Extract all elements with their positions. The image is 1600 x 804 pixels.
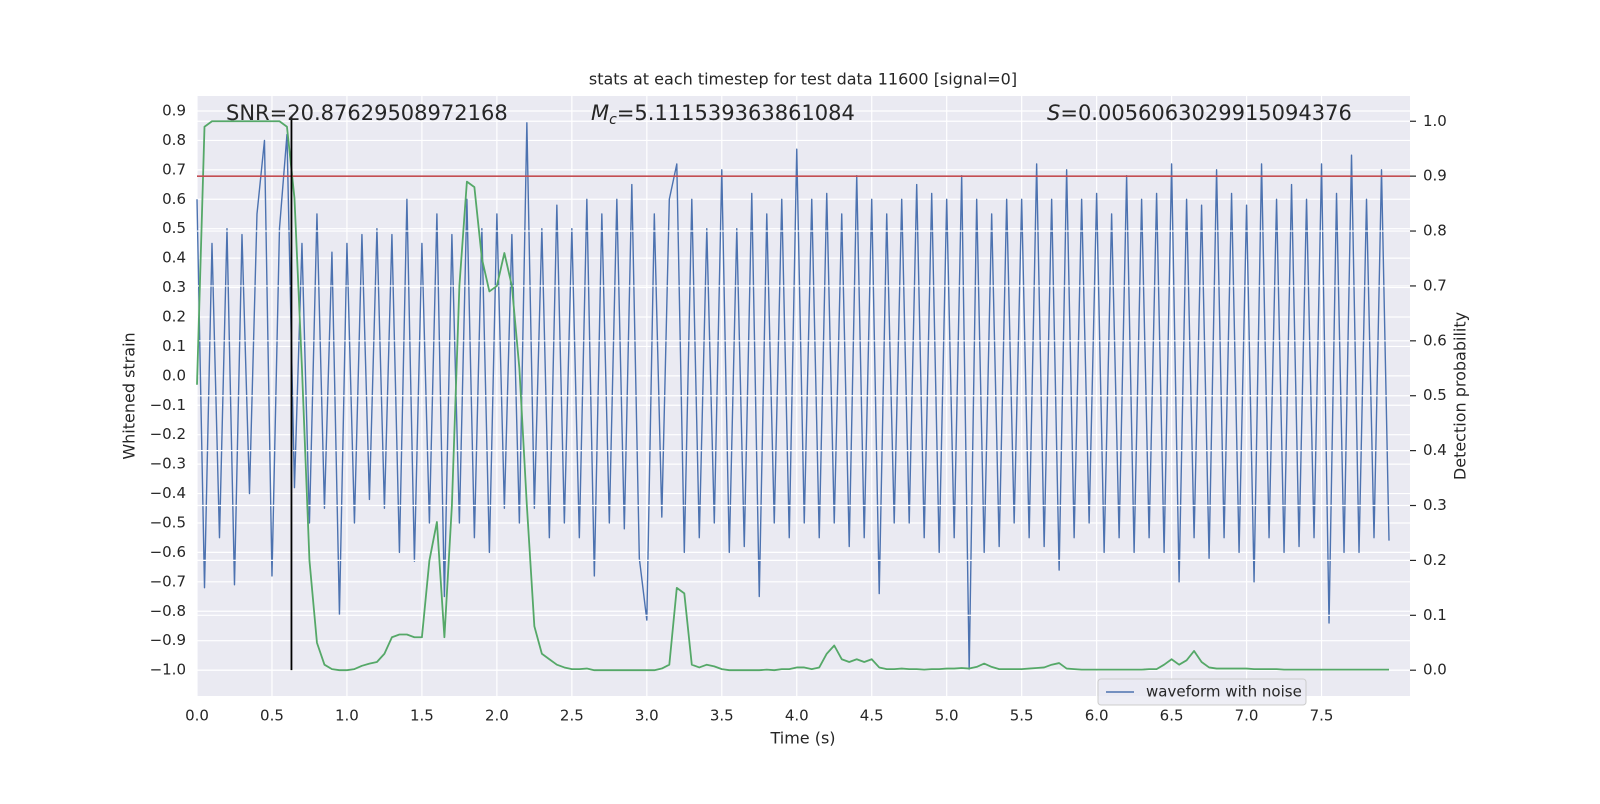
annotation-part: =5.111539363861084 <box>617 101 855 125</box>
y-axis-label: Whitened strain <box>120 332 139 459</box>
y-tick-label: −0.2 <box>150 425 186 443</box>
y-tick-label: 0.1 <box>162 337 186 355</box>
annotation-part: SNR <box>226 101 270 125</box>
y-tick-label: 0.3 <box>162 278 186 296</box>
annotation: Mc=5.111539363861084 <box>591 101 855 128</box>
y2-tick-label: 0.8 <box>1423 222 1447 240</box>
probability-line <box>196 120 1390 672</box>
x-tick-label: 7.0 <box>1235 707 1259 725</box>
chart-title: stats at each timestep for test data 116… <box>589 70 1017 89</box>
waveform-line <box>196 122 1390 671</box>
x-tick-label: 1.0 <box>335 707 359 725</box>
x-tick-label: 2.5 <box>560 707 584 725</box>
x-tick-label: 4.0 <box>785 707 809 725</box>
y-tick-label: −0.5 <box>150 513 186 531</box>
y-tick-label: −0.6 <box>150 543 186 561</box>
y2-tick-label: 1.0 <box>1423 112 1447 130</box>
annotation-part: =0.0056063029915094376 <box>1060 101 1352 125</box>
x-tick-label: 0.5 <box>260 707 284 725</box>
y2-tick-label: 0.9 <box>1423 167 1447 185</box>
y2-tick-label: 0.6 <box>1423 331 1447 349</box>
y2-tick-label: 0.2 <box>1423 551 1447 569</box>
annotation: S=0.0056063029915094376 <box>1047 101 1352 125</box>
y-tick-label: −1.0 <box>150 661 186 679</box>
y-tick-label: 0.4 <box>162 249 186 267</box>
x-axis-label: Time (s) <box>769 729 835 748</box>
y2-tick-label: 0.4 <box>1423 441 1447 459</box>
legend-label: waveform with noise <box>1146 683 1302 701</box>
y-tick-label: 0.8 <box>162 131 186 149</box>
y2-tick-label: 0.7 <box>1423 276 1447 294</box>
x-tick-label: 3.0 <box>635 707 659 725</box>
y2-axis-label: Detection probability <box>1451 312 1470 480</box>
x-tick-label: 5.0 <box>935 707 959 725</box>
annotation-part: =20.87629508972168 <box>270 101 508 125</box>
x-tick-label: 6.5 <box>1160 707 1184 725</box>
x-tick-label: 6.0 <box>1085 707 1109 725</box>
annotation-part: c <box>609 112 617 128</box>
y-tick-label: 0.7 <box>162 160 186 178</box>
x-tick-label: 4.5 <box>860 707 884 725</box>
y-tick-label: −0.7 <box>150 572 186 590</box>
y-tick-label: −0.8 <box>150 602 186 620</box>
x-tick-label: 7.5 <box>1310 707 1334 725</box>
y-tick-label: 0.6 <box>162 190 186 208</box>
legend-box <box>1097 678 1307 706</box>
y-tick-label: −0.1 <box>150 396 186 414</box>
y-tick-label: −0.9 <box>150 631 186 649</box>
x-tick-label: 1.5 <box>410 707 434 725</box>
annotation: SNR=20.87629508972168 <box>226 101 508 125</box>
x-tick-label: 3.5 <box>710 707 734 725</box>
annotation-part: M <box>591 101 609 125</box>
y2-tick-label: 0.0 <box>1423 661 1447 679</box>
y2-tick-label: 0.5 <box>1423 386 1447 404</box>
y-tick-label: 0.9 <box>162 102 186 120</box>
y-tick-label: −0.3 <box>150 455 186 473</box>
y2-tick-label: 0.3 <box>1423 496 1447 514</box>
y-tick-label: −0.4 <box>150 484 186 502</box>
y-tick-label: 0.2 <box>162 307 186 325</box>
y2-tick-label: 0.1 <box>1423 606 1447 624</box>
x-tick-label: 0.0 <box>185 707 209 725</box>
annotation-part: S <box>1047 101 1060 125</box>
x-tick-label: 2.0 <box>485 707 509 725</box>
x-tick-label: 5.5 <box>1010 707 1034 725</box>
y-tick-label: 0.0 <box>162 366 186 384</box>
y-tick-label: 0.5 <box>162 219 186 237</box>
